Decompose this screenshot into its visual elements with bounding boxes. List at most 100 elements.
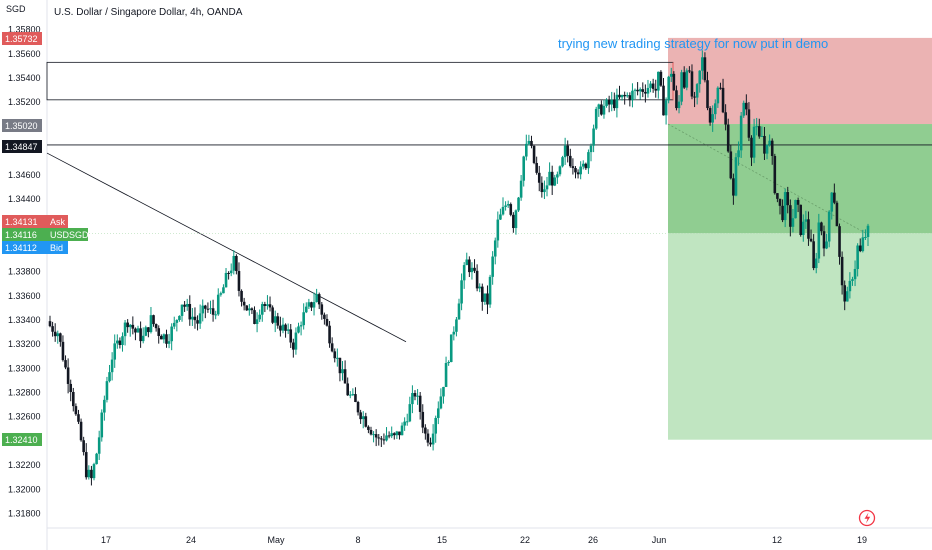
candle-body (545, 185, 549, 190)
candles-group[interactable] (48, 50, 870, 486)
candle-body (74, 406, 78, 415)
badge-last-label: USDSGD (50, 230, 89, 240)
candle-body (654, 88, 658, 91)
candle-body (765, 144, 769, 154)
price-axis[interactable]: 1.35800 1.35600 1.35400 1.35200 1.34600 1.344… (8, 25, 41, 519)
candle-body (618, 94, 621, 98)
candle-body (685, 70, 689, 88)
target-zone-lower[interactable] (668, 233, 932, 440)
candle-body (356, 401, 360, 413)
candle-body (814, 258, 818, 269)
candle-body (154, 324, 158, 329)
candle-body (530, 140, 533, 146)
candle-body (690, 71, 694, 97)
candle-body (95, 453, 98, 465)
candle-body (136, 328, 140, 333)
candle-body (675, 90, 678, 109)
candle-body (297, 326, 300, 333)
candle-body (773, 155, 777, 194)
candle-body (698, 70, 702, 85)
trend-line[interactable] (46, 152, 407, 343)
logo-bolt (864, 512, 871, 524)
candle-body (196, 320, 199, 324)
candle-body (434, 417, 438, 434)
candle-body (328, 325, 331, 344)
candle-body (853, 268, 857, 280)
candle-body (248, 308, 251, 311)
candle-body (398, 431, 401, 436)
candle-body (729, 151, 733, 179)
candle-body (470, 267, 474, 273)
candle-body (418, 395, 422, 412)
badge-last-bg (2, 228, 88, 241)
candle-body (799, 204, 802, 235)
candle-body (312, 302, 316, 308)
candle-body (77, 414, 80, 422)
candle-body (400, 425, 404, 436)
candle-body (633, 89, 637, 91)
candle-body (584, 163, 588, 169)
stop-loss-zone[interactable] (668, 37, 932, 125)
candle-body (462, 265, 466, 281)
candle-body (170, 326, 173, 342)
candle-body (292, 342, 295, 350)
candle-body (100, 412, 104, 438)
candle-body (268, 304, 272, 308)
candle-body (263, 304, 267, 306)
candle-body (408, 404, 412, 422)
candle-body (825, 241, 828, 249)
projection-line[interactable] (667, 123, 867, 234)
candle-body (695, 84, 699, 98)
annotation-text[interactable]: trying new trading strategy for now put … (558, 36, 828, 51)
candle-body (734, 157, 738, 196)
candle-body (172, 322, 176, 327)
candle-body (330, 343, 334, 352)
candle-body (232, 255, 236, 271)
candle-body (92, 464, 96, 479)
candle-body (348, 394, 352, 396)
time-axis[interactable]: 17 24 May 8 15 22 26 Jun 12 19 (101, 535, 867, 545)
candle-body (147, 327, 150, 333)
candle-body (341, 369, 344, 374)
candle-body (317, 294, 321, 305)
candle-body (436, 408, 440, 418)
candle-body (649, 83, 652, 88)
candle-body (343, 369, 347, 384)
candle-body (260, 304, 264, 315)
candle-body (755, 126, 758, 128)
candle-body (110, 359, 114, 373)
candle-body (123, 322, 127, 337)
candle-body (713, 103, 717, 115)
candle-body (310, 302, 313, 308)
candle-body (757, 126, 761, 137)
candle-body (628, 95, 632, 101)
candle-body (113, 343, 117, 360)
badge-bid-label: Bid (50, 243, 63, 253)
logo-circle (858, 509, 876, 527)
candle-body (706, 80, 709, 109)
candle-body (625, 95, 629, 97)
candle-body (563, 145, 567, 158)
y-tick-label: 1.31800 (8, 508, 41, 518)
candle-body (185, 303, 189, 307)
x-tick-label: Jun (652, 535, 667, 545)
candle-body (861, 237, 865, 252)
badge-stop-text: 1.35732 (5, 34, 38, 44)
lightning-logo-icon[interactable] (858, 509, 876, 527)
badge-bid: 1.34112 Bid (2, 241, 68, 254)
candle-body (620, 94, 624, 98)
candle-body (439, 396, 443, 409)
candle-body (493, 240, 497, 257)
candle-body (416, 395, 419, 397)
y-tick-label: 1.35800 (8, 25, 41, 35)
candle-body (677, 101, 681, 109)
y-tick-label: 1.33400 (8, 315, 41, 325)
badge-level-bg (2, 140, 42, 153)
candle-body (286, 329, 290, 331)
badge-target-bg (2, 433, 42, 446)
candle-body (131, 324, 135, 329)
candle-body (162, 334, 166, 340)
candle-body (475, 270, 479, 289)
